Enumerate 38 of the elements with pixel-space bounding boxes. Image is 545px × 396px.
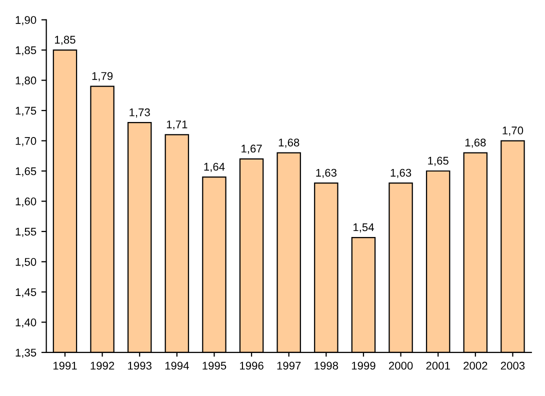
x-tick-label: 2000: [388, 362, 413, 370]
x-tick-label: 1991: [53, 362, 77, 370]
data-label: 1,64: [204, 162, 225, 172]
data-label: 1,63: [390, 168, 412, 178]
y-tick-label: 1,60: [16, 198, 36, 207]
y-tick-label: 1,65: [16, 167, 36, 176]
x-tick-label: 2002: [464, 362, 488, 370]
x-tick-label: 1994: [165, 362, 189, 370]
x-tick-label: 1999: [352, 362, 376, 370]
data-label: 1,71: [166, 120, 188, 130]
data-label: 1,70: [502, 126, 524, 136]
x-tick-label: 2003: [500, 362, 525, 370]
y-tick-label: 1,85: [16, 46, 36, 56]
y-tick-label: 1,35: [16, 348, 36, 358]
y-tick-label: 1,90: [16, 16, 36, 26]
y-tick-label: 1,50: [16, 258, 36, 268]
y-tick-label: 1,40: [16, 318, 36, 328]
data-label: 1,54: [354, 223, 374, 232]
x-tick-label: 2001: [426, 362, 450, 370]
y-tick-label: 1,70: [16, 137, 36, 146]
y-tick-label: 1,75: [16, 106, 36, 116]
x-tick-label: 1997: [277, 362, 301, 370]
y-tick-label: 1,80: [16, 76, 36, 86]
x-tick-label: 1995: [202, 362, 226, 370]
y-tick-label: 1,55: [16, 228, 36, 237]
data-label: 1,63: [316, 168, 336, 178]
x-tick-label: 1992: [90, 362, 114, 370]
x-tick-label: 1996: [240, 362, 264, 370]
data-label: 1,65: [428, 156, 448, 166]
x-tick-label: 1998: [314, 362, 338, 370]
data-label: 1,67: [242, 144, 262, 154]
data-label: 1,68: [278, 138, 300, 148]
data-label: 1,79: [92, 72, 113, 82]
data-label: 1,85: [55, 36, 76, 45]
data-label: 1,73: [130, 108, 150, 118]
y-tick-label: 1,45: [16, 288, 36, 298]
x-tick-label: 1993: [128, 362, 152, 370]
data-label: 1,68: [465, 138, 486, 148]
